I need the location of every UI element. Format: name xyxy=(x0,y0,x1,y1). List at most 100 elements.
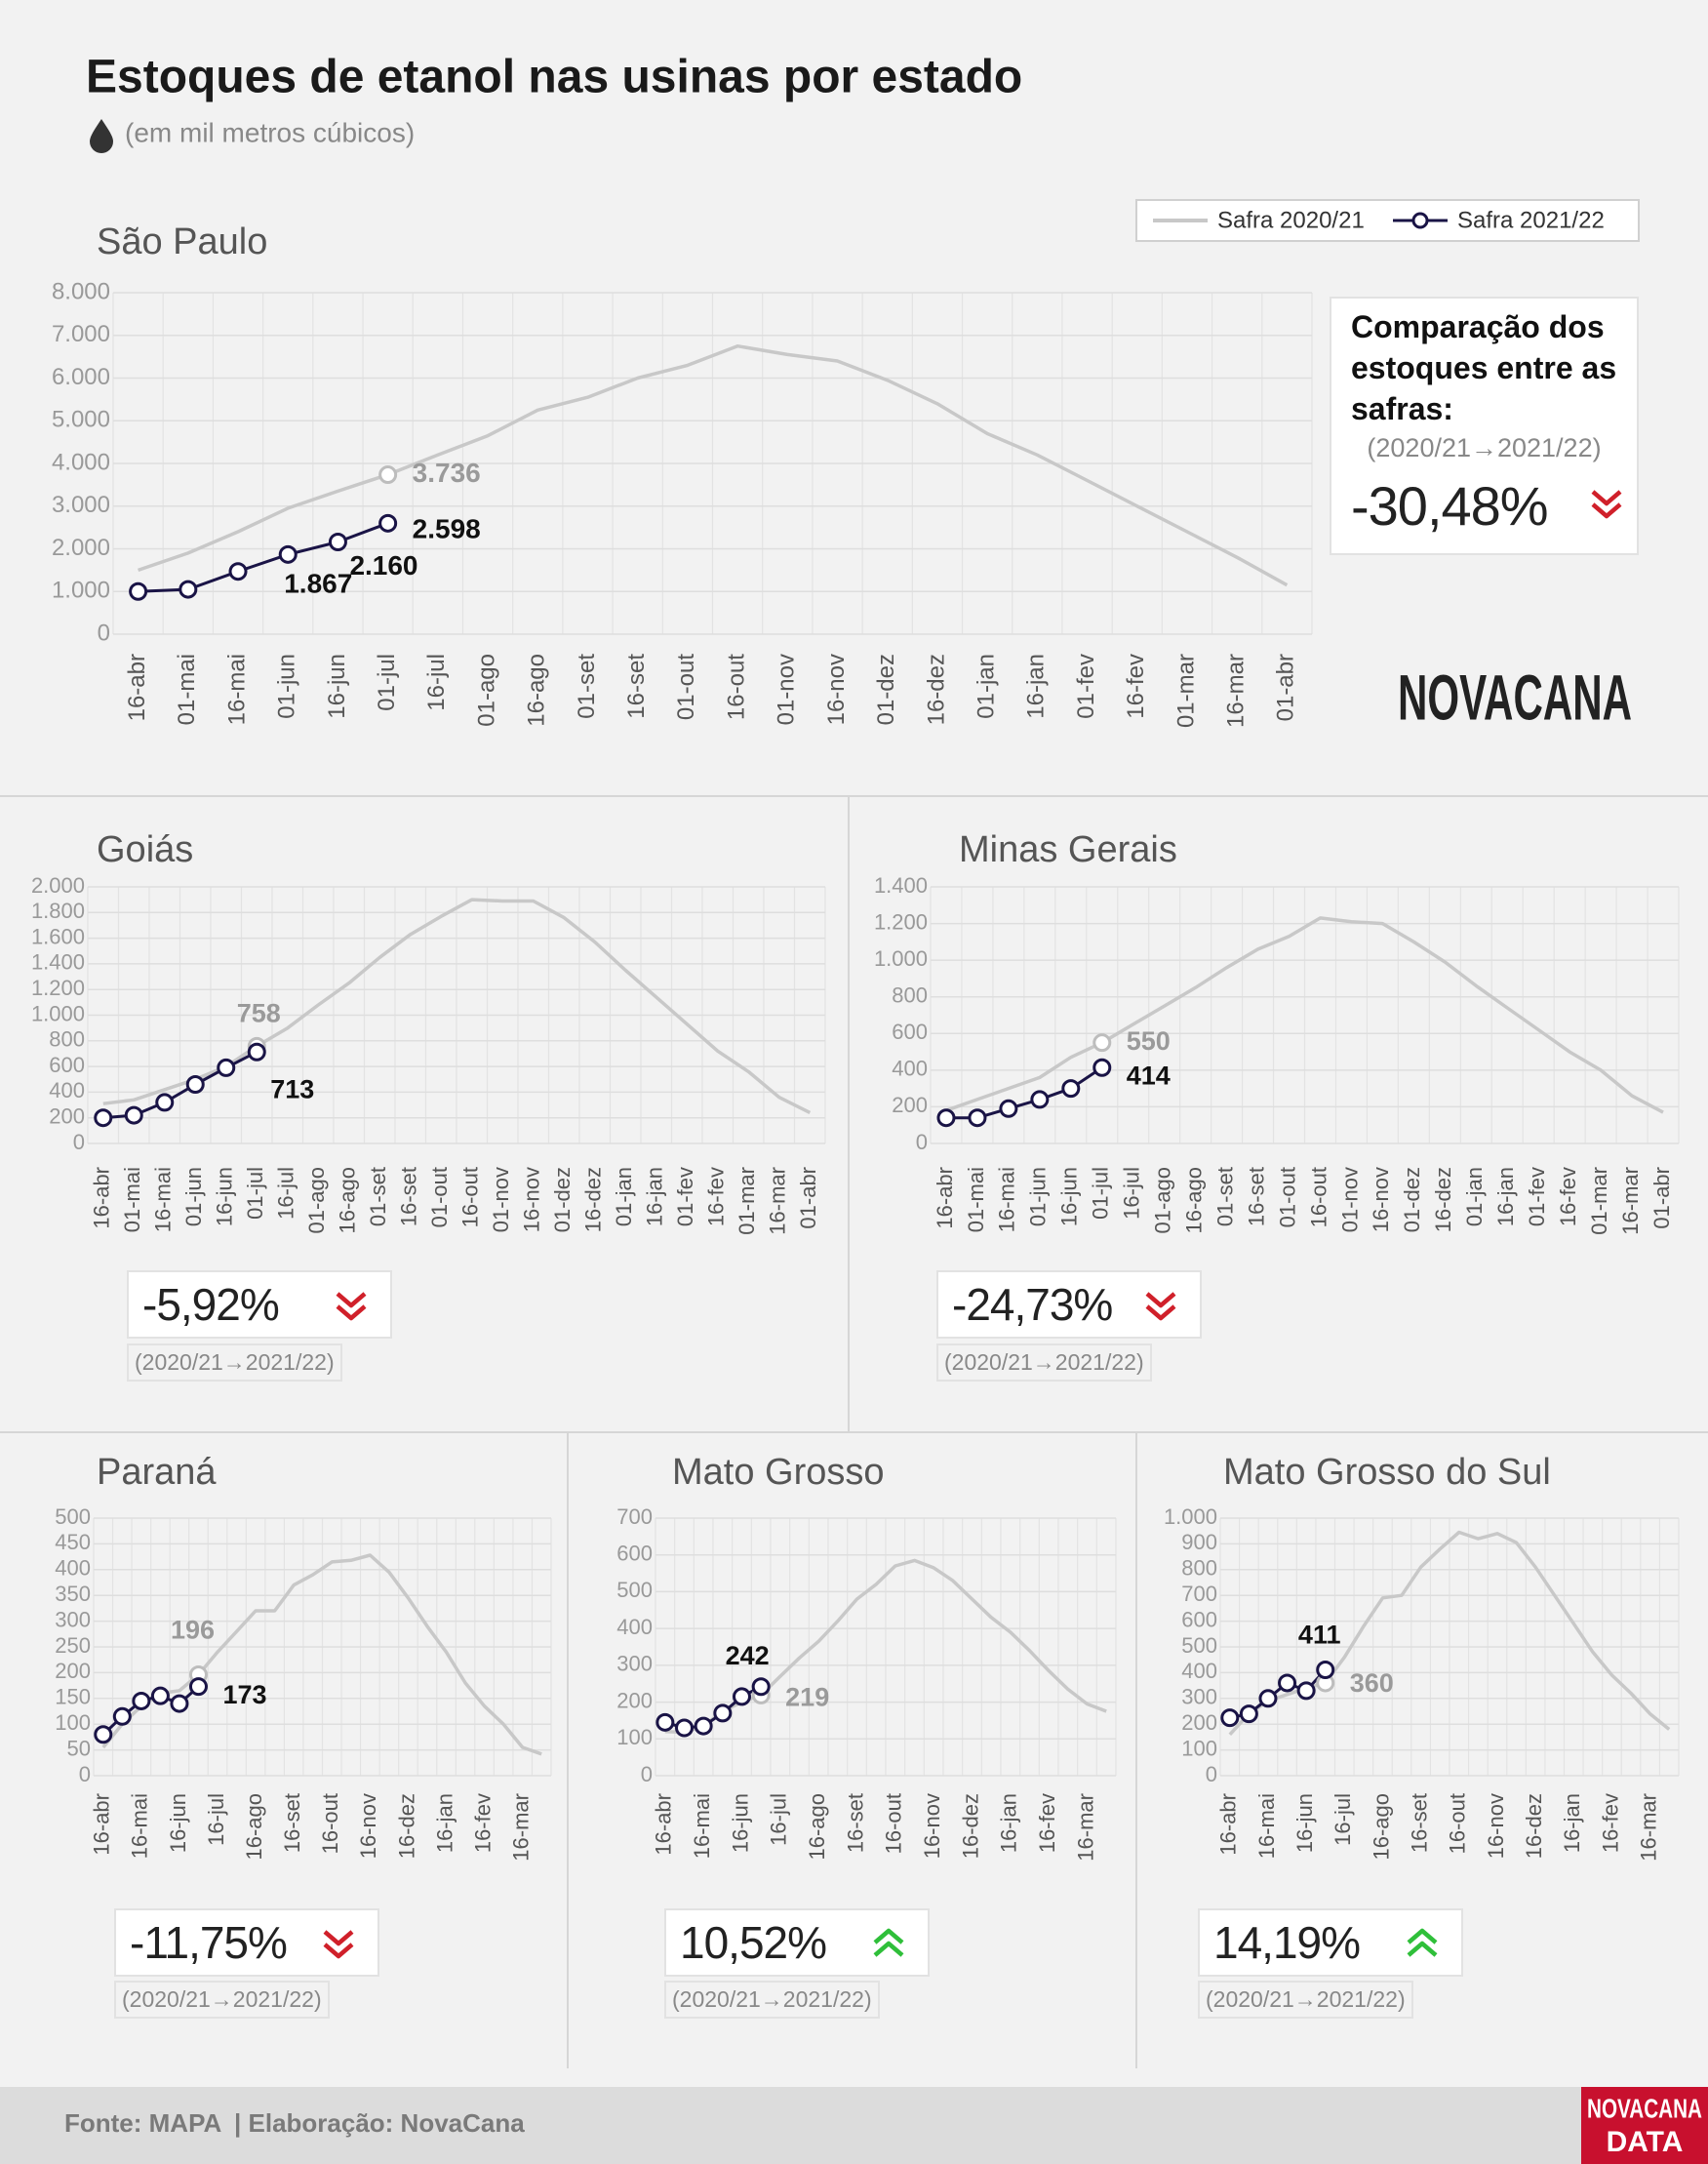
x-tick-label: 01-jun xyxy=(181,1167,206,1226)
y-tick-label: 300 xyxy=(616,1652,653,1676)
y-tick-label: 1.200 xyxy=(31,976,85,1000)
trend-arrow xyxy=(873,1928,904,1957)
x-tick-label: 16-nov xyxy=(920,1793,944,1859)
y-tick-label: 2.000 xyxy=(31,873,85,898)
comparison-period: (2020/21→2021/22) xyxy=(1367,433,1602,462)
point-marker xyxy=(655,1712,675,1732)
chevron xyxy=(323,1930,354,1946)
y-tick-label: 250 xyxy=(55,1633,91,1658)
x-tick-label: 16-mar xyxy=(1636,1793,1660,1862)
y-tick-label: 1.000 xyxy=(31,1001,85,1025)
y-tick-label: 600 xyxy=(49,1053,85,1077)
x-tick-label: 01-nov xyxy=(774,654,800,725)
x-tick-label: 16-abr xyxy=(90,1793,114,1856)
x-tick-label: 16-jun xyxy=(1292,1793,1317,1853)
y-tick-label: 0 xyxy=(641,1762,653,1786)
x-tick-label: 16-ago xyxy=(1181,1167,1206,1234)
change-value: 14,19% xyxy=(1213,1917,1361,1968)
point-marker xyxy=(713,1703,733,1723)
point-marker xyxy=(247,1042,266,1062)
chart-title: Mato Grosso xyxy=(672,1452,885,1493)
x-tick-label: 01-jul xyxy=(243,1167,267,1220)
x-tick-label: 16-nov xyxy=(1369,1167,1393,1232)
point-marker xyxy=(1092,1033,1112,1053)
subtitle: (em mil metros cúbicos) xyxy=(125,117,415,147)
y-tick-label: 800 xyxy=(1181,1556,1217,1581)
trend-arrow xyxy=(323,1930,354,1959)
y-tick-label: 200 xyxy=(1181,1710,1217,1735)
x-tick-label: 01-mai xyxy=(964,1167,988,1232)
arrow-holder xyxy=(334,1288,369,1328)
trend-arrow xyxy=(1407,1928,1438,1957)
x-tick-label: 16-set xyxy=(1407,1793,1431,1853)
y-tick-label: 6.000 xyxy=(52,364,110,390)
point-marker xyxy=(155,1093,175,1112)
y-tick-label: 400 xyxy=(49,1078,85,1102)
chevron xyxy=(1591,502,1622,519)
x-tick-label: 16-jan xyxy=(1560,1793,1584,1853)
change-value: -24,73% xyxy=(952,1279,1113,1330)
data-label: 2.160 xyxy=(349,550,417,581)
point-marker xyxy=(94,1108,113,1128)
x-tick-label: 16-jan xyxy=(997,1793,1021,1853)
source: Fonte: MAPA xyxy=(64,2108,221,2138)
y-tick-label: 400 xyxy=(616,1615,653,1639)
x-tick-label: 16-ago xyxy=(336,1167,360,1234)
point-marker xyxy=(124,1105,143,1125)
x-tick-label: 01-mai xyxy=(174,654,200,725)
legend-entry: Safra 2021/22 xyxy=(1457,207,1605,233)
x-tick-label: 16-jun xyxy=(166,1793,190,1853)
change-box: -5,92% xyxy=(127,1270,392,1339)
x-tick-label: 16-fev xyxy=(1123,654,1149,719)
y-tick-label: 150 xyxy=(55,1685,91,1709)
data-label: 411 xyxy=(1298,1621,1341,1650)
arrow-holder xyxy=(1589,486,1624,526)
y-tick-label: 4.000 xyxy=(52,449,110,475)
arrow-holder xyxy=(1405,1926,1440,1966)
point-marker xyxy=(1239,1704,1258,1724)
chart-title: Minas Gerais xyxy=(959,829,1177,870)
x-tick-label: 16-jun xyxy=(324,654,350,719)
point-marker xyxy=(733,1687,751,1706)
x-tick-label: 16-jan xyxy=(1493,1167,1518,1226)
y-tick-label: 2.000 xyxy=(52,535,110,561)
change-value: 10,52% xyxy=(680,1917,827,1968)
chart-title: Paraná xyxy=(97,1452,217,1493)
x-tick-label: 16-nov xyxy=(356,1793,380,1859)
y-tick-label: 1.200 xyxy=(874,909,928,934)
x-tick-label: 01-dez xyxy=(1400,1167,1424,1232)
point-marker xyxy=(378,513,398,533)
point-marker xyxy=(1092,1058,1112,1077)
legend-entry: Safra 2020/21 xyxy=(1217,207,1365,233)
chart-title: Goiás xyxy=(97,829,193,870)
y-tick-label: 200 xyxy=(616,1688,653,1712)
trend-arrow xyxy=(1145,1292,1176,1321)
point-marker xyxy=(278,544,298,564)
x-tick-label: 16-ago xyxy=(805,1793,829,1861)
x-tick-label: 16-ago xyxy=(242,1793,266,1861)
point-marker xyxy=(1030,1090,1050,1109)
x-tick-label: 01-jul xyxy=(1089,1167,1113,1220)
y-tick-label: 1.400 xyxy=(874,873,928,898)
line-chart: Minas Gerais 0 200 400 600 800 1.000 1.200 1.400… xyxy=(874,829,1680,1235)
x-tick-label: 16-fev xyxy=(470,1793,495,1853)
chevron xyxy=(1591,490,1622,506)
x-tick-label: 16-mar xyxy=(509,1793,534,1862)
point-marker xyxy=(94,1725,113,1744)
x-tick-label: 01-ago xyxy=(304,1167,329,1234)
x-tick-label: 16-set xyxy=(623,654,650,719)
comparison-title: Comparação dos estoques entre as safras: xyxy=(1351,309,1617,426)
series-line xyxy=(101,1553,542,1756)
x-tick-label: 16-jan xyxy=(432,1793,457,1853)
x-tick-label: 01-nov xyxy=(489,1167,513,1232)
y-tick-label: 3.000 xyxy=(52,492,110,518)
y-tick-label: 700 xyxy=(616,1504,653,1529)
chevron xyxy=(1407,1941,1438,1957)
line-chart: Mato Grosso 0 100 200 300 400 500 600 700 16-abr 1… xyxy=(616,1452,1117,1862)
y-tick-label: 400 xyxy=(55,1556,91,1581)
chevron xyxy=(323,1943,354,1959)
x-tick-label: 16-jul xyxy=(767,1793,791,1846)
x-tick-label: 01-jan xyxy=(973,654,999,719)
